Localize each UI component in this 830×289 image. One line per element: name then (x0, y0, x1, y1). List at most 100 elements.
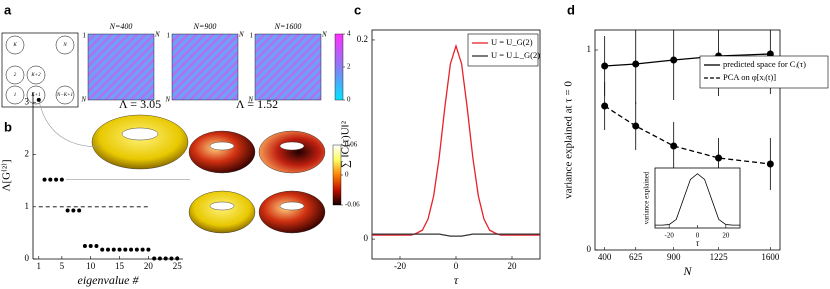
x-tick-label: 25 (173, 261, 183, 271)
eigenvalue-point (48, 177, 53, 182)
eigenvalue-point (129, 247, 134, 252)
data-point (766, 160, 774, 168)
heatmap (87, 33, 155, 101)
y-tick-label: 3 (25, 97, 30, 107)
colorbar-tick-label: -0.06 (345, 201, 360, 209)
eigenvalue-point (169, 256, 174, 261)
x-tick-label: 20 (508, 261, 518, 271)
eigenvalue-point (134, 247, 139, 252)
data-point (601, 102, 609, 110)
node-label: K+1 (30, 93, 40, 98)
panel-label: a (4, 2, 12, 17)
y-tick-label: 0.2 (357, 34, 368, 44)
x-tick-label: 10 (86, 261, 96, 271)
eigenvalue-point (100, 247, 105, 252)
y-tick-label: 2 (25, 149, 30, 159)
neuron-node (5, 35, 25, 55)
x-axis-label: eigenvalue # (78, 273, 140, 287)
y-tick-label: 0 (587, 244, 592, 254)
node-label: 1 (14, 93, 17, 98)
y-tick-label: 0 (364, 233, 369, 243)
legend-label: predicted space for Cᵢ(τ) (723, 59, 806, 69)
x-tick-label: -20 (394, 261, 406, 271)
eigenvalue-point (106, 247, 110, 252)
x-tick-label: 20 (722, 232, 730, 240)
y-tick-label: 1 (587, 44, 592, 54)
eigenvalue-point (82, 243, 87, 248)
eigenvalue-point (59, 177, 64, 182)
colorbar-tick-label: 0 (347, 96, 351, 104)
x-tick-label: 15 (115, 261, 125, 271)
data-point (632, 60, 640, 68)
y-axis-label: variance explained at τ = 0 (563, 81, 575, 199)
eigenvalue-point (123, 247, 128, 252)
colorbar-tick-label: 0 (345, 171, 349, 179)
x-axis-label: τ (696, 238, 700, 248)
eigenvalue-point (157, 256, 162, 261)
x-tick-label: 900 (667, 252, 681, 262)
x-tick-label: -20 (664, 232, 674, 240)
eigenvalue-point (152, 256, 157, 261)
eigenvalue-point (88, 243, 93, 248)
x-tick-label: 5 (60, 261, 65, 271)
eigenvalue-point (94, 243, 99, 248)
connector (38, 99, 101, 148)
x-axis-label: τ (454, 273, 459, 287)
data-point (632, 122, 640, 130)
eigenvalue-point (36, 97, 41, 102)
axis-end-label: N (164, 96, 170, 104)
node-label: 2 (14, 73, 17, 78)
heatmap (254, 33, 322, 101)
plot-frame (594, 29, 781, 251)
axis-end-label: N (247, 96, 253, 104)
colorbar (334, 33, 344, 101)
eigenvalue-point (163, 256, 168, 261)
x-tick-label: 0 (696, 232, 700, 240)
data-point (670, 142, 678, 150)
y-axis-label: variance explained (643, 171, 651, 224)
x-tick-label: 400 (598, 252, 612, 262)
y-axis-label: ∑ ‖C(τ)U‖² (340, 120, 352, 168)
y-tick-label: 1 (25, 201, 30, 211)
axis-end-label: N (154, 31, 160, 39)
legend-box (467, 33, 539, 67)
y-axis-label: Λ[G⁽²⁾] (1, 160, 13, 192)
colorbar-tick-label: 2 (347, 63, 351, 71)
eigenvalue-point (54, 177, 59, 182)
node-label: N (62, 43, 67, 48)
axis-end-label: N (321, 31, 327, 39)
x-tick-label: 20 (144, 261, 154, 271)
series-line (372, 233, 540, 237)
eigenvalue-point (77, 208, 82, 213)
node-label: N−K+1 (56, 93, 73, 98)
node-label: K (12, 43, 17, 48)
axis-start-label: 1 (83, 32, 87, 40)
panel-label: c (354, 2, 361, 17)
eigenvalue-point (65, 208, 70, 213)
neuron-node (5, 85, 25, 105)
axis-start-label: 1 (167, 32, 171, 40)
eigenvalue-point (146, 247, 151, 252)
colorbar-tick-label: 0.06 (345, 141, 358, 149)
heatmap-title: N=1600 (274, 22, 302, 31)
eigenvalue-point (117, 247, 122, 252)
series-line (604, 105, 771, 165)
neuron-node (5, 65, 25, 85)
eigenvalue-point (111, 247, 116, 252)
annotation: Λ = 3.05 (119, 97, 161, 111)
x-axis-label: N (682, 264, 692, 278)
eigenvalue-point (140, 247, 145, 252)
data-point (601, 62, 609, 70)
eigenvalue-point (42, 177, 47, 182)
heatmap (171, 33, 239, 101)
heatmap-title: N=400 (109, 22, 133, 31)
legend-label: U = U_G(2) (491, 37, 533, 47)
annotation: Λ = 1.52 (236, 97, 278, 111)
axis-end-label: N (238, 31, 244, 39)
axis-end-label: N (80, 96, 86, 104)
legend-label: PCA on φ[xᵢ(t)] (723, 72, 776, 82)
series-line (372, 43, 540, 236)
panel-label: d (567, 2, 575, 17)
axis-start-label: 1 (250, 32, 254, 40)
